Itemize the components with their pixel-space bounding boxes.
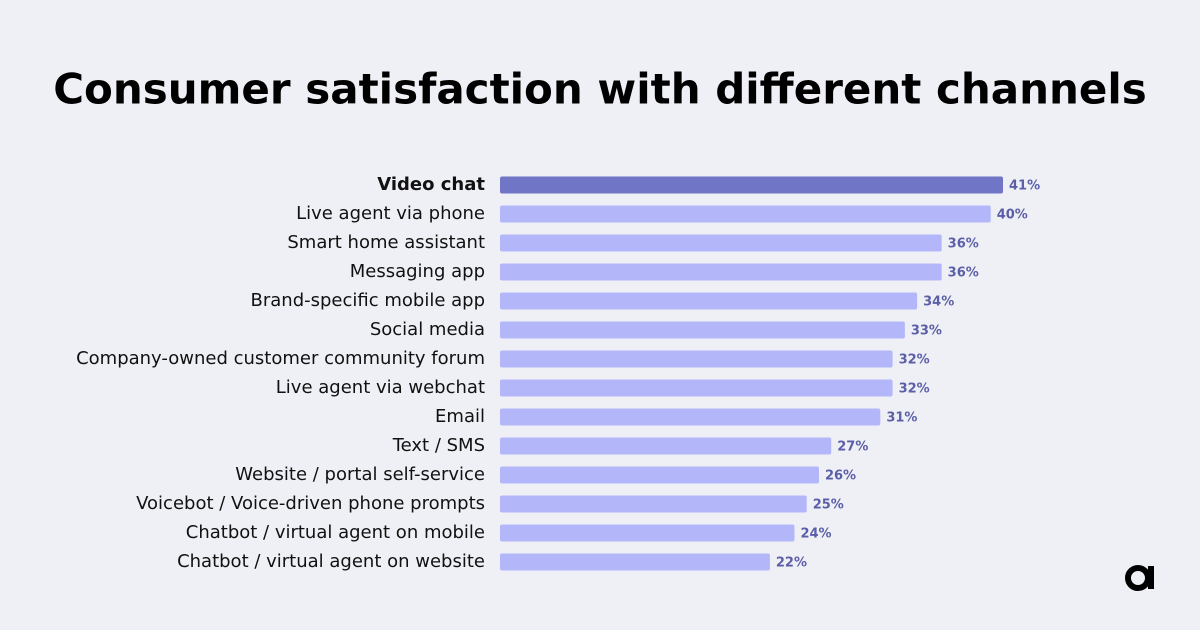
value-label: 36%	[948, 266, 979, 281]
category-label: Email	[435, 406, 485, 427]
value-label: 33%	[911, 324, 942, 339]
category-label: Brand-specific mobile app	[251, 290, 486, 311]
bar	[500, 263, 942, 281]
category-label: Social media	[370, 319, 485, 340]
bar	[500, 524, 795, 542]
bar	[500, 234, 942, 252]
bar	[500, 350, 893, 368]
category-label: Website / portal self-service	[235, 464, 485, 485]
bar	[500, 292, 918, 310]
value-label: 26%	[825, 469, 856, 484]
category-label: Live agent via webchat	[276, 377, 485, 398]
value-label: 24%	[800, 527, 831, 542]
value-label: 31%	[886, 411, 917, 426]
value-label: 34%	[923, 295, 954, 310]
category-label: Live agent via phone	[296, 203, 485, 224]
value-label: 32%	[899, 353, 930, 368]
chart-title: Consumer satisfaction with different cha…	[53, 65, 1147, 114]
bar	[500, 321, 905, 339]
category-label: Company-owned customer community forum	[76, 348, 485, 369]
category-label: Video chat	[377, 174, 485, 195]
bar	[500, 466, 819, 484]
logo	[1125, 565, 1154, 591]
value-label: 36%	[948, 237, 979, 252]
category-label: Chatbot / virtual agent on website	[177, 551, 485, 572]
value-label: 25%	[813, 498, 844, 513]
category-label: Smart home assistant	[287, 232, 485, 253]
category-label: Text / SMS	[392, 435, 485, 456]
bar	[500, 176, 1003, 194]
value-label: 40%	[997, 208, 1028, 223]
bar	[500, 408, 881, 426]
value-label: 27%	[837, 440, 868, 455]
bar	[500, 379, 893, 397]
bar	[500, 553, 770, 571]
bar	[500, 437, 832, 455]
value-label: 32%	[899, 382, 930, 397]
category-label: Messaging app	[350, 261, 485, 282]
value-label: 41%	[1009, 179, 1040, 194]
category-label: Voicebot / Voice-driven phone prompts	[136, 493, 485, 514]
bar	[500, 205, 991, 223]
bar	[500, 495, 807, 513]
category-label: Chatbot / virtual agent on mobile	[186, 522, 485, 543]
value-label: 22%	[776, 556, 807, 571]
